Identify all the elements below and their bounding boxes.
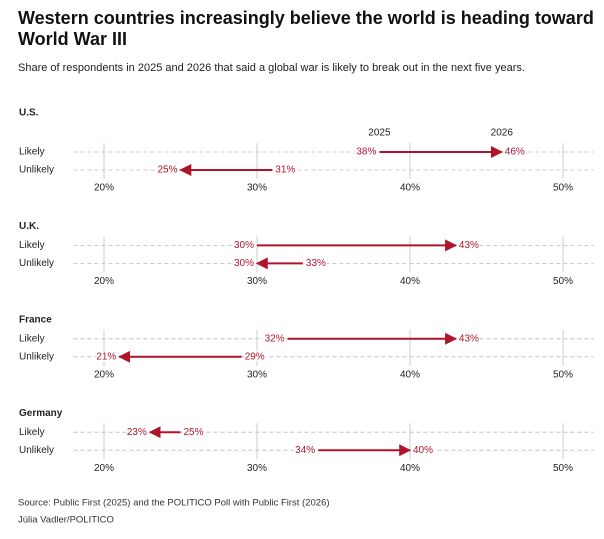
panel-title: U.K. [19, 221, 39, 232]
x-tick-label: 30% [247, 463, 267, 474]
category-label: Likely [19, 147, 45, 158]
value-label: 21% [96, 351, 116, 362]
x-tick-label: 30% [247, 369, 267, 380]
x-tick-label: 50% [553, 369, 573, 380]
source: Source: Public First (2025) and the POLI… [18, 498, 330, 509]
x-tick-label: 20% [94, 276, 114, 287]
category-label: Unlikely [19, 258, 54, 269]
title-box: Western countries increasingly believe t… [18, 8, 594, 49]
x-tick-label: 40% [400, 276, 420, 287]
x-tick-label: 20% [94, 183, 114, 194]
x-tick-label: 30% [247, 183, 267, 194]
value-label: 30% [234, 240, 254, 251]
category-label: Likely [19, 240, 45, 251]
x-tick-label: 50% [553, 463, 573, 474]
value-label: 43% [459, 240, 479, 251]
series-label: 2026 [491, 128, 514, 139]
category-label: Unlikely [19, 165, 54, 176]
value-label: 29% [245, 351, 265, 362]
value-label: 46% [505, 147, 525, 158]
x-tick-label: 20% [94, 463, 114, 474]
x-tick-label: 50% [553, 276, 573, 287]
value-label: 34% [295, 445, 315, 456]
value-label: 40% [413, 445, 433, 456]
value-label: 43% [459, 333, 479, 344]
x-tick-label: 40% [400, 369, 420, 380]
panel-title: U.S. [19, 108, 39, 119]
x-tick-label: 40% [400, 463, 420, 474]
panel-title: Germany [19, 408, 63, 419]
x-tick-label: 30% [247, 276, 267, 287]
series-label: 2025 [368, 128, 391, 139]
value-label: 25% [184, 427, 204, 438]
value-label: 23% [127, 427, 147, 438]
category-label: Likely [19, 427, 45, 438]
value-label: 33% [306, 258, 326, 269]
value-label: 32% [265, 333, 285, 344]
category-label: Unlikely [19, 445, 54, 456]
category-label: Likely [19, 333, 45, 344]
value-label: 31% [275, 165, 295, 176]
credit: Júlia Vadler/POLITICO [18, 515, 114, 526]
x-tick-label: 50% [553, 183, 573, 194]
value-label: 38% [356, 147, 376, 158]
category-label: Unlikely [19, 351, 54, 362]
value-label: 30% [234, 258, 254, 269]
x-tick-label: 20% [94, 369, 114, 380]
subtitle: Share of respondents in 2025 and 2026 th… [18, 62, 525, 74]
chart-title: Western countries increasingly believe t… [18, 8, 594, 49]
value-label: 25% [157, 165, 177, 176]
panel-title: France [19, 314, 52, 325]
x-tick-label: 40% [400, 183, 420, 194]
